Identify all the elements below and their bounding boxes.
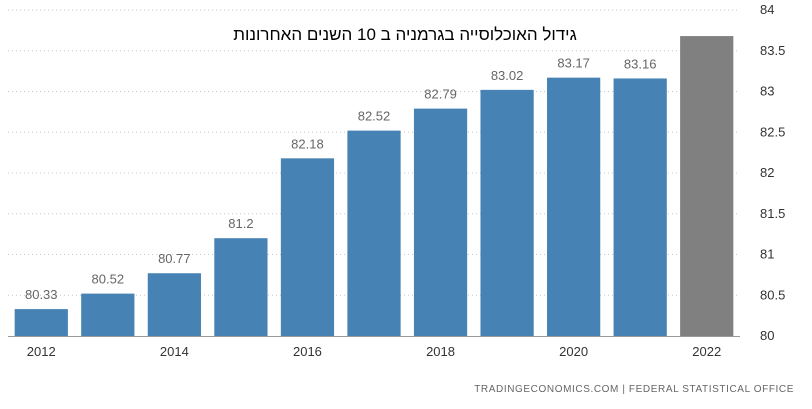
x-tick-label: 2016 bbox=[293, 344, 322, 359]
y-tick-label: 84 bbox=[760, 2, 774, 17]
bar-2022 bbox=[680, 36, 734, 337]
x-tick-label: 2012 bbox=[27, 344, 56, 359]
y-tick-label: 82 bbox=[760, 165, 774, 180]
x-tick-label: 2018 bbox=[426, 344, 455, 359]
x-tick-label: 2014 bbox=[160, 344, 189, 359]
bar-2016 bbox=[280, 158, 335, 336]
source-credit: TRADINGECONOMICS.COM | FEDERAL STATISTIC… bbox=[474, 384, 794, 395]
y-axis-ticks: 80 80.5 81 81.5 82 82.5 83 83.5 84 bbox=[760, 2, 785, 343]
y-tick-label: 81.5 bbox=[760, 206, 785, 221]
data-label-2019: 83.02 bbox=[491, 68, 524, 83]
bar-2014 bbox=[147, 273, 201, 336]
data-label-2016: 82.18 bbox=[291, 136, 324, 151]
bar-2019 bbox=[480, 89, 534, 337]
y-tick-label: 80 bbox=[760, 328, 774, 343]
x-axis-ticks: 2012 2014 2016 2018 2020 2022 bbox=[27, 344, 721, 359]
data-label-2014: 80.77 bbox=[158, 251, 191, 266]
y-tick-label: 80.5 bbox=[760, 287, 785, 302]
grid-lines bbox=[8, 9, 740, 337]
data-label-2015: 81.2 bbox=[228, 216, 253, 231]
data-label-2017: 82.52 bbox=[358, 109, 391, 124]
bar-2021 bbox=[613, 78, 667, 337]
x-tick-label: 2022 bbox=[692, 344, 721, 359]
y-tick-label: 81 bbox=[760, 247, 774, 262]
bar-2017 bbox=[347, 130, 401, 336]
data-labels: 80.33 80.52 80.77 81.2 82.18 82.52 82.79 83.02 8… bbox=[25, 56, 656, 302]
chart-title: גידול האוכלוסייה בגרמניה ב 10 השנים האחר… bbox=[233, 25, 577, 44]
y-tick-label: 82.5 bbox=[760, 124, 785, 139]
data-label-2013: 80.52 bbox=[92, 272, 125, 287]
data-label-2012: 80.33 bbox=[25, 287, 58, 302]
y-tick-label: 83 bbox=[760, 84, 774, 99]
y-tick-label: 83.5 bbox=[760, 43, 785, 58]
bar-2015 bbox=[214, 238, 268, 336]
bar-2013 bbox=[81, 293, 135, 336]
data-label-2018: 82.79 bbox=[424, 87, 457, 102]
bar-2018 bbox=[413, 108, 468, 337]
bar-2020 bbox=[547, 77, 601, 337]
x-tick-label: 2020 bbox=[559, 344, 588, 359]
data-label-2020: 83.17 bbox=[557, 56, 590, 71]
data-label-2021: 83.16 bbox=[624, 56, 657, 71]
bars bbox=[14, 36, 734, 337]
bar-2012 bbox=[14, 309, 68, 336]
